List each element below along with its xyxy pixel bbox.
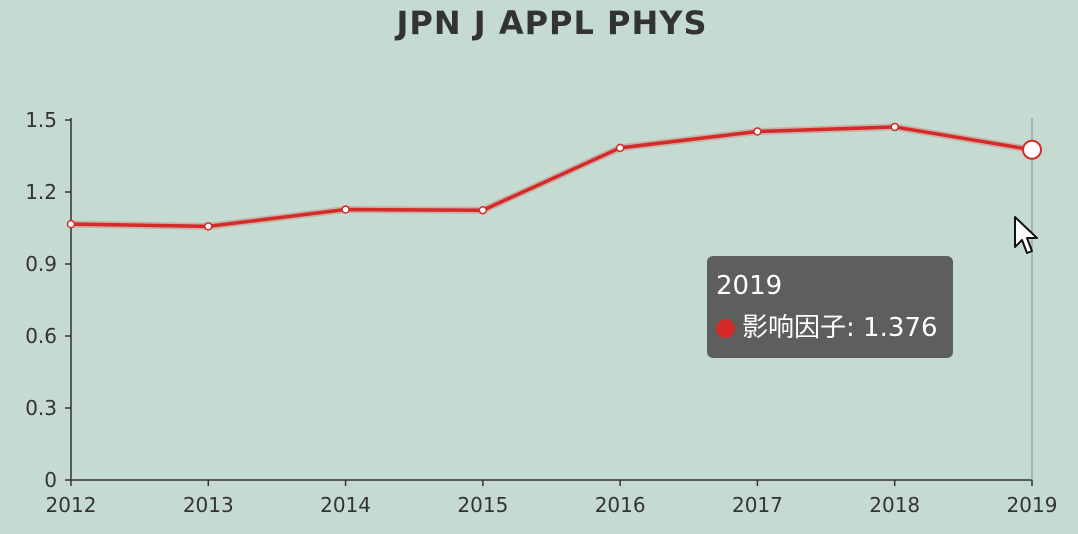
data-point <box>615 143 625 153</box>
data-point <box>341 205 350 214</box>
data-point <box>66 219 76 229</box>
y-tick-label: 0 <box>44 468 57 492</box>
data-tooltip: 2019 影响因子: 1.376 <box>707 256 953 358</box>
data-point <box>478 205 488 215</box>
tooltip-title: 2019 <box>716 271 783 301</box>
y-tick-label: 0.3 <box>25 396 57 420</box>
chart-title: JPN J APPL PHYS <box>396 4 708 42</box>
tooltip-series-label: 影响因子 <box>742 313 847 343</box>
y-tick-label: 1.2 <box>25 180 57 204</box>
series-line <box>70 125 1033 229</box>
x-tick-label: 2012 <box>46 493 97 517</box>
y-tick-label: 1.5 <box>25 108 57 132</box>
y-tick-label: 0.9 <box>25 252 57 276</box>
chart-axes: 0 0.3 0.6 0.9 1.2 1.5 2012 2013 2014 2015 2016 2017… <box>25 108 1057 517</box>
mouse-pointer-icon <box>1014 216 1038 254</box>
x-tick-label: 2013 <box>183 493 234 517</box>
x-tick-label: 2014 <box>320 493 371 517</box>
x-tick-label: 2017 <box>732 493 783 517</box>
data-point <box>753 127 762 136</box>
tooltip-value: 1.376 <box>863 313 938 343</box>
series-color-dot <box>716 318 735 338</box>
x-tick-label: 2019 <box>1007 493 1058 517</box>
data-point-highlighted <box>1022 139 1042 160</box>
x-tick-label: 2018 <box>869 493 920 517</box>
x-tick-label: 2016 <box>595 493 646 517</box>
data-point <box>890 122 899 132</box>
tooltip-row: 影响因子: 1.376 <box>716 308 953 348</box>
chart-marks <box>66 122 1042 231</box>
series-line-glow <box>70 123 1033 230</box>
x-tick-label: 2015 <box>457 493 508 517</box>
data-point <box>204 222 213 231</box>
y-tick-label: 0.6 <box>25 324 57 348</box>
tooltip-separator: : <box>846 313 864 343</box>
